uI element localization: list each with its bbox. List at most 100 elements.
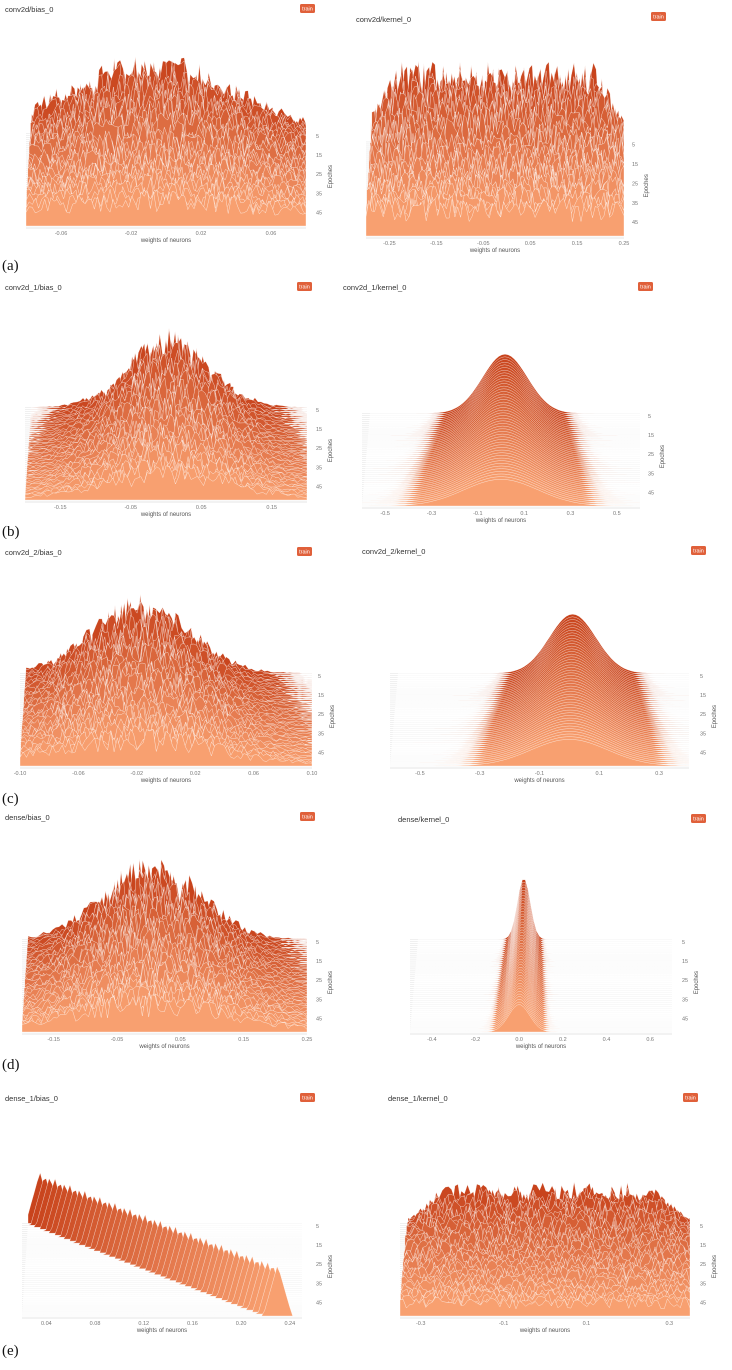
x-tick-label: 0.04 [41, 1321, 52, 1327]
legend-badge [300, 1093, 315, 1102]
y-tick-label: 25 [700, 712, 706, 718]
ridge-series-epoch-2 [417, 882, 672, 942]
x-tick-label: -0.05 [124, 505, 137, 511]
legend-badge-label: train [299, 550, 310, 556]
y-tick-label: 45 [700, 750, 706, 756]
ridge-series-epoch-6 [417, 892, 672, 950]
x-tick-label: 0.25 [302, 1037, 313, 1043]
chart-panel-8: dense/kernel_0 train -0.4 -0.2 0.0 0.2 0.4 0.6 w… [398, 814, 706, 1050]
legend-badge-label: train [693, 549, 704, 555]
x-tick-label: 0.02 [190, 771, 201, 777]
x-tick-label: 0.06 [266, 231, 277, 237]
y-tick-label: 45 [700, 1300, 706, 1306]
y-tick-label: 15 [316, 153, 322, 159]
x-tick-label: -0.4 [427, 1037, 436, 1043]
ridge-series-epoch-42 [411, 988, 672, 1021]
ridge-series-epoch-31 [412, 959, 672, 999]
ridge-series-epoch-37 [411, 975, 672, 1011]
x-axis-label: weights of neurons [469, 248, 520, 254]
ridge-series-epoch-48 [22, 1265, 302, 1317]
y-tick-label: 35 [632, 201, 638, 207]
ridge-series-epoch-22 [414, 935, 672, 982]
y-axis-label: Epoches [328, 165, 334, 188]
chart-panel-9: dense_1/bias_0 train 0.04 0.08 0.12 0.16 0.20 0… [5, 1093, 334, 1334]
x-tick-label: -0.15 [54, 505, 67, 511]
y-tick-label: 5 [316, 1224, 319, 1230]
y-tick-label: 15 [648, 433, 654, 439]
legend-badge-label: train [693, 817, 704, 823]
ridge-series-epoch-38 [411, 977, 672, 1013]
ridge-series-epoch-8 [396, 632, 689, 688]
x-tick-label: 0.1 [583, 1321, 591, 1327]
ridge-series-epoch-24 [414, 940, 672, 985]
legend-badge-label: train [640, 285, 651, 291]
x-tick-label: -0.06 [72, 771, 85, 777]
x-tick-label: 0.3 [655, 771, 663, 777]
x-axis-label: weights of neurons [140, 778, 191, 784]
y-tick-label: 35 [648, 471, 654, 477]
y-tick-label: 5 [682, 940, 685, 946]
ridge-series-epoch-15 [415, 916, 672, 968]
y-axis-label: Epoches [660, 445, 666, 468]
legend-badge-label: train [302, 7, 313, 13]
x-tick-label: -0.15 [47, 1037, 60, 1043]
y-tick-label: 5 [700, 1224, 703, 1230]
y-axis-label: Epoches [330, 705, 336, 728]
x-tick-label: -0.06 [55, 231, 68, 237]
ridge-series-epoch-26 [413, 945, 672, 989]
ridge-series-epoch-16 [415, 919, 672, 970]
y-axis-label: Epoches [712, 705, 718, 728]
ridge-series-epoch-9 [416, 900, 672, 956]
ridge-series-epoch-48 [25, 189, 307, 227]
x-tick-label: 0.05 [175, 1037, 186, 1043]
ridge-series-epoch-27 [413, 948, 672, 991]
legend-badge [297, 282, 312, 291]
ridge-series-epoch-9 [396, 635, 689, 690]
ridge-series-epoch-20 [414, 929, 672, 978]
ridge-series-epoch-48 [390, 739, 690, 767]
x-tick-label: 0.05 [525, 241, 536, 247]
y-tick-label: 25 [316, 978, 322, 984]
y-tick-label: 35 [700, 731, 706, 737]
ridge-series-epoch-13 [415, 911, 672, 964]
chart-panel-6: conv2d_2/kernel_0 train -0.5 -0.3 -0.1 0.1 0.3… [362, 546, 718, 784]
x-axis-label: weights of neurons [513, 778, 564, 784]
legend-badge-label: train [685, 1096, 696, 1102]
y-tick-label: 15 [316, 427, 322, 433]
y-tick-label: 25 [632, 181, 638, 187]
ridge-series-epoch-4 [417, 887, 672, 946]
y-tick-label: 5 [648, 414, 651, 420]
y-tick-label: 15 [318, 693, 324, 699]
ridge-series-epoch-28 [413, 951, 672, 993]
ridge-series-epoch-40 [411, 983, 672, 1017]
row-label-c: (c) [2, 791, 19, 807]
x-tick-label: -0.05 [477, 241, 490, 247]
chart-title: conv2d_1/bias_0 [5, 283, 62, 292]
ridge-series-epoch-23 [414, 937, 672, 983]
y-tick-label: 5 [632, 143, 635, 149]
x-tick-label: -0.25 [383, 241, 396, 247]
ridge-series-epoch-44 [410, 993, 672, 1025]
ridge-series-epoch-48 [362, 479, 640, 507]
x-tick-label: 0.16 [187, 1321, 198, 1327]
x-tick-label: 0.05 [196, 505, 207, 511]
y-axis-label: Epoches [328, 1255, 334, 1278]
x-tick-label: 0.02 [196, 231, 207, 237]
x-tick-label: 0.24 [284, 1321, 295, 1327]
legend-badge [691, 814, 706, 823]
ridge-series-epoch-8 [416, 897, 672, 954]
legend-badge [651, 12, 666, 21]
ridge-series-epoch-1 [418, 879, 672, 940]
chart-panel-7: dense/bias_0 train -0.15 -0.05 0.05 0.15 0.25 w… [5, 812, 334, 1050]
y-tick-label: 35 [316, 1281, 322, 1287]
ridge-series-epoch-12 [416, 908, 672, 962]
y-tick-label: 45 [682, 1016, 688, 1022]
x-tick-label: 0.5 [613, 511, 621, 517]
x-tick-label: -0.15 [430, 241, 443, 247]
chart-title: conv2d/bias_0 [5, 5, 53, 14]
y-tick-label: 45 [648, 490, 654, 496]
x-tick-label: -0.5 [380, 511, 389, 517]
chart-title: dense/kernel_0 [398, 815, 449, 824]
x-axis-label: weights of neurons [136, 1328, 187, 1334]
